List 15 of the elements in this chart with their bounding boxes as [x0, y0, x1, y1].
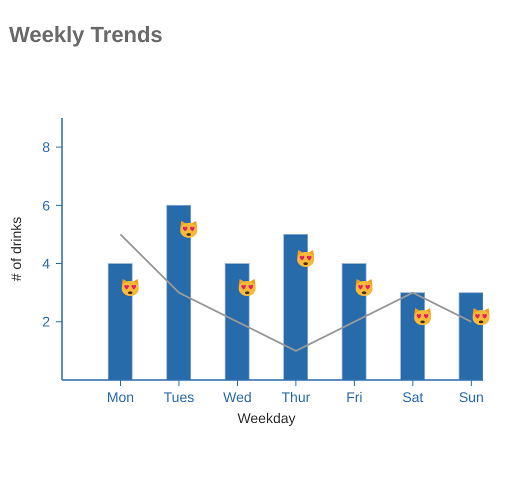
- y-tick-label: 8: [42, 139, 50, 156]
- y-tick-label: 4: [42, 256, 50, 272]
- x-tick-label: Mon: [106, 388, 134, 405]
- y-tick-label: 6: [42, 197, 50, 214]
- x-tick-label: Tues: [164, 388, 194, 405]
- x-tick-label: Fri: [346, 388, 363, 405]
- x-tick-label: Sat: [402, 388, 424, 405]
- y-tick-label: 2: [42, 314, 50, 330]
- line-series: [120, 234, 472, 352]
- x-tick-label: Sun: [458, 388, 484, 405]
- x-tick-label: Thur: [281, 388, 311, 405]
- x-tick-label: Wed: [223, 388, 252, 405]
- chart-title: Weekly Trends: [9, 22, 163, 48]
- y-axis-title: # of drinks: [8, 216, 24, 282]
- x-axis-title: Weekday: [237, 410, 296, 426]
